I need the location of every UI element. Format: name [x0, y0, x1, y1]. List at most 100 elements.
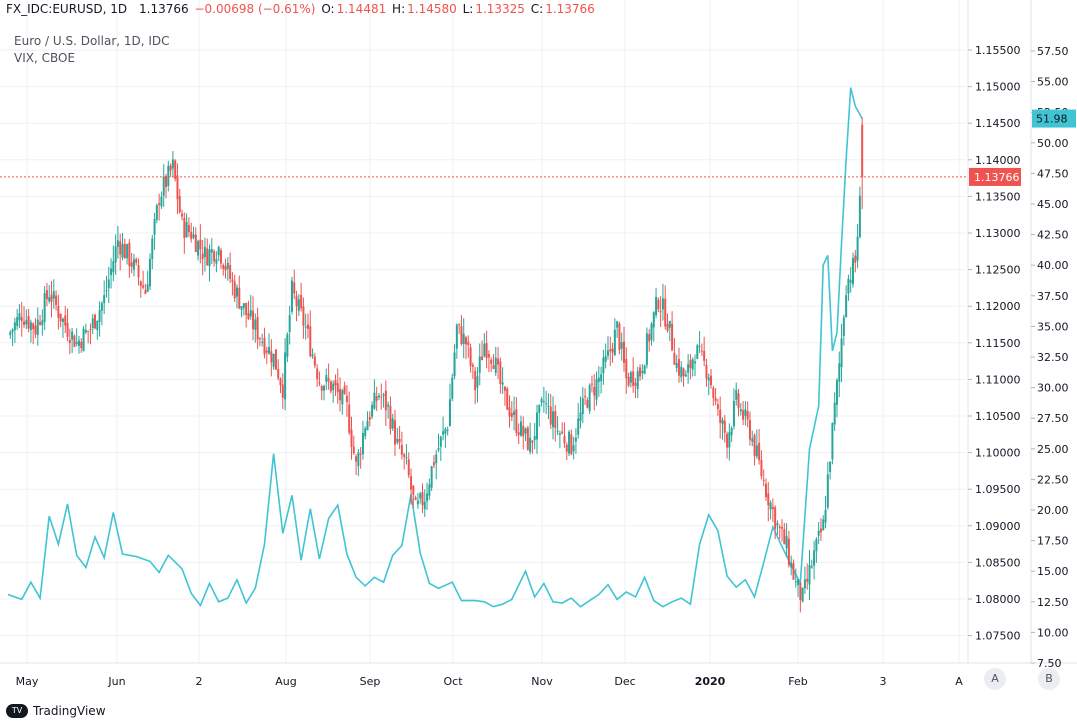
candle [144, 283, 147, 295]
candle [682, 367, 685, 387]
candle [323, 384, 326, 401]
candle [597, 366, 600, 397]
main-series-legend[interactable]: Euro / U.S. Dollar, 1D, IDC [14, 34, 170, 48]
candle [89, 323, 92, 345]
candle [213, 249, 216, 267]
candle [552, 396, 555, 440]
candle [609, 336, 612, 366]
candle [721, 417, 724, 440]
candle [593, 374, 596, 411]
candle [822, 515, 825, 531]
candle [787, 530, 790, 568]
candle [185, 213, 188, 238]
candle [531, 440, 534, 454]
scale-button-b[interactable]: B [1038, 668, 1060, 690]
candle [671, 311, 674, 352]
candle [760, 450, 763, 480]
candle [838, 351, 841, 398]
candle [439, 435, 442, 461]
candle [519, 415, 522, 437]
candle [451, 373, 454, 402]
candle [501, 367, 504, 395]
time-tick-label: Jun [107, 675, 125, 688]
low-value: 1.13325 [475, 2, 525, 16]
candle [197, 239, 200, 261]
candle [375, 386, 378, 412]
candle [41, 309, 44, 336]
candle [458, 323, 461, 334]
candle [190, 222, 193, 243]
candle [165, 173, 168, 199]
candle [632, 357, 635, 393]
candle [309, 310, 312, 358]
candle [98, 301, 101, 337]
price-tick-label: 1.11500 [975, 337, 1021, 350]
candle [842, 314, 845, 346]
candle [558, 430, 561, 449]
candle [852, 252, 855, 288]
candle [332, 380, 335, 403]
candle [460, 315, 463, 346]
candle [554, 405, 557, 442]
candle [547, 393, 550, 420]
candle [824, 495, 827, 529]
candle [861, 117, 864, 210]
vix-axis[interactable]: 57.5055.0052.5050.0047.5045.0042.5040.00… [1031, 45, 1076, 670]
vix-tick-label: 15.00 [1037, 565, 1069, 578]
candle [176, 163, 179, 215]
price-axis[interactable]: 1.15500 1.15000 1.14500 1.14000 1.13500 1.130… [968, 44, 1021, 643]
vix-tick-label: 17.50 [1037, 535, 1069, 548]
candle [146, 270, 149, 293]
candle [421, 483, 424, 513]
candle [762, 469, 765, 487]
candle [785, 523, 788, 557]
candle [586, 397, 589, 409]
candle [581, 386, 584, 424]
candle [494, 346, 497, 377]
price-tick-label: 1.08000 [975, 593, 1021, 606]
scale-button-a[interactable]: A [984, 668, 1006, 690]
candle [797, 578, 800, 597]
candle [316, 364, 319, 387]
candle [714, 388, 717, 406]
candle [579, 396, 582, 429]
candle [442, 416, 445, 441]
candle [361, 420, 364, 460]
vix-tick-label: 35.00 [1037, 320, 1069, 333]
vix-tick-label: 47.50 [1037, 167, 1069, 180]
candle [664, 285, 667, 330]
candle [96, 320, 99, 340]
candle [508, 395, 511, 428]
price-tick-label: 1.15000 [975, 81, 1021, 94]
candle [680, 361, 683, 383]
candle [606, 336, 609, 360]
candle [623, 326, 626, 372]
candle [39, 314, 42, 326]
candle [155, 203, 158, 224]
candle [199, 224, 202, 264]
open-value: 1.14481 [336, 2, 387, 16]
vix-series-legend[interactable]: VIX, CBOE [14, 51, 76, 65]
time-axis[interactable]: May Jun 2 Aug Sep Oct Nov Dec 2020 Feb 3 A [16, 675, 964, 688]
candle [256, 307, 259, 350]
candle [396, 427, 399, 445]
candle [217, 245, 220, 262]
candle [48, 285, 51, 304]
candle [490, 357, 493, 373]
candle [723, 414, 726, 443]
candle [568, 430, 571, 457]
symbol-label[interactable]: FX_IDC:EURUSD, 1D [6, 2, 128, 16]
tradingview-logo[interactable]: TV TradingView [6, 704, 106, 718]
price-tick-label: 1.09000 [975, 520, 1021, 533]
candle [778, 524, 781, 540]
candle [643, 364, 646, 375]
candle [650, 322, 653, 346]
candle [753, 433, 756, 466]
candle [767, 482, 770, 522]
candle [437, 433, 440, 453]
candle [343, 381, 346, 395]
candle [373, 379, 376, 410]
candle [181, 209, 184, 221]
candle [604, 343, 607, 369]
